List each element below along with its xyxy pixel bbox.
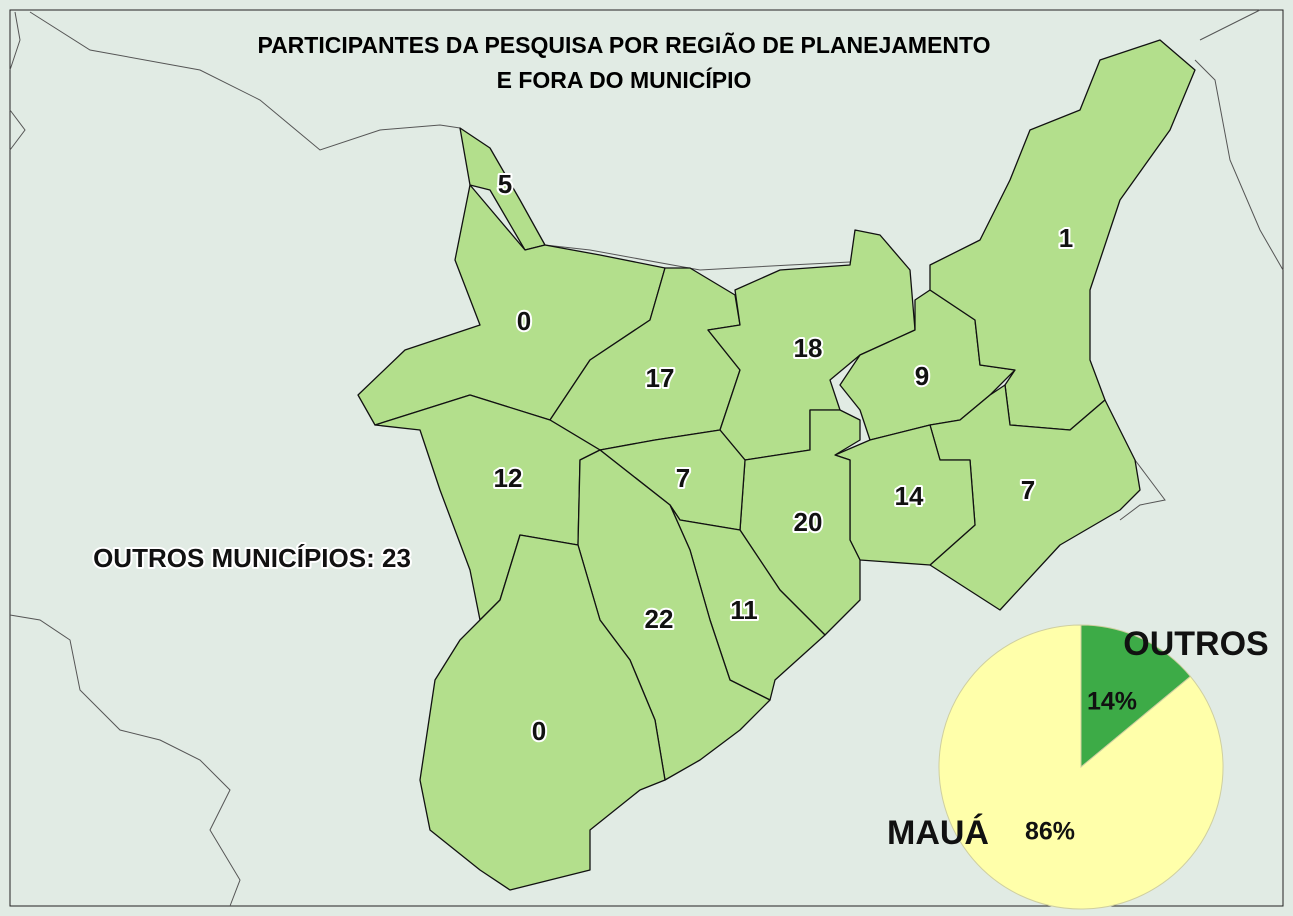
- region: [707, 229, 916, 461]
- outside-value: 23: [382, 543, 411, 573]
- pie-slice: [1080, 624, 1192, 769]
- region-label: 7: [1021, 475, 1035, 505]
- region-label: 5: [498, 169, 512, 199]
- region-label: 22: [645, 604, 674, 634]
- border: [1119, 459, 1166, 521]
- border: [29, 11, 461, 151]
- slice-label: MAUÁ: [887, 814, 989, 852]
- region-label: 17: [646, 363, 675, 393]
- slice-value: 86%: [1025, 818, 1075, 846]
- region-label: 11: [730, 595, 758, 625]
- outside-text: OUTROS MUNICÍPIOS:: [93, 543, 375, 573]
- border: [1194, 59, 1284, 271]
- region-label: 0: [532, 716, 546, 746]
- region-label: 1: [1059, 223, 1073, 253]
- border: [544, 244, 851, 271]
- region-label: 7: [676, 463, 690, 493]
- region-label: 9: [915, 361, 929, 391]
- slice-value: 14%: [1087, 688, 1137, 716]
- outside-label: OUTROS MUNICÍPIOS: 23: [93, 543, 411, 573]
- pie-chart: OUTROS 14% MAUÁ 86%: [887, 624, 1269, 910]
- region-label: 20: [794, 507, 823, 537]
- border: [9, 109, 26, 151]
- region: [419, 534, 666, 891]
- border: [9, 614, 241, 907]
- border: [9, 11, 21, 71]
- pie-slice: [938, 624, 1224, 910]
- region-label: 0: [517, 306, 531, 336]
- title: E FORA DO MUNICÍPIO: [497, 66, 752, 93]
- region: [929, 39, 1196, 431]
- slice-label: OUTROS: [1123, 625, 1268, 663]
- region-label: 18: [794, 333, 823, 363]
- region-label: 12: [494, 463, 523, 493]
- frame: [9, 9, 1284, 907]
- region-label: 14: [895, 481, 924, 511]
- title: PARTICIPANTES DA PESQUISA POR REGIÃO DE …: [257, 31, 990, 58]
- regions: [357, 39, 1196, 891]
- border: [1199, 9, 1261, 41]
- neighbor-borders: [9, 9, 1284, 907]
